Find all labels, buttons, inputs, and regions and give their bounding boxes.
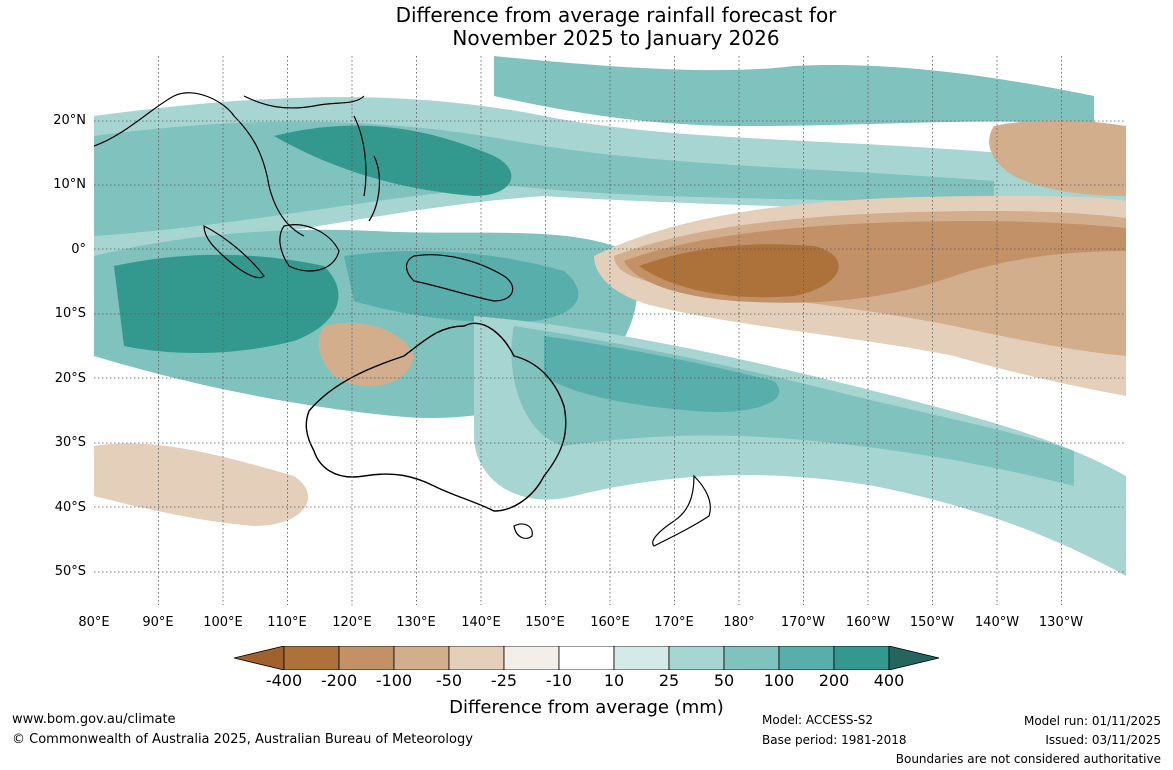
lon-label-130w: 130°W [1038, 615, 1084, 630]
lat-label-10s: 10°S [54, 306, 86, 321]
new-guinea-outline [405, 254, 514, 302]
lon-label-170w: 170°W [780, 615, 826, 630]
sumatra-outline [203, 225, 265, 279]
colorbar-swatch-1 [338, 646, 395, 670]
colorbar-swatch-2 [393, 646, 450, 670]
lon-label-150e: 150°E [525, 615, 565, 630]
colorbar-label--200: -200 [320, 671, 358, 690]
lon-label-140w: 140°W [974, 615, 1020, 630]
colorbar-high-arrow [888, 646, 940, 670]
lon-label-140e: 140°E [461, 615, 501, 630]
model-text: Model: ACCESS-S2 [762, 713, 874, 727]
copyright-text: © Commonwealth of Australia 2025, Austra… [12, 732, 473, 747]
colorbar-label--400: -400 [265, 671, 303, 690]
colorbar-swatch-3 [448, 646, 505, 670]
tasmania-outline [513, 523, 533, 539]
lat-label-10n: 10°N [53, 177, 86, 192]
disclaimer-text: Boundaries are not considered authoritat… [895, 752, 1161, 766]
new-zealand-outline [652, 474, 711, 547]
colorbar-label--50: -50 [435, 671, 463, 690]
colorbar-title: Difference from average (mm) [449, 697, 724, 718]
lon-label-120e: 120°E [332, 615, 372, 630]
map-canvas [94, 56, 1126, 605]
colorbar-swatch-7 [668, 646, 725, 670]
colorbar-swatch-6 [613, 646, 670, 670]
lon-label-160w: 160°W [845, 615, 891, 630]
colorbar-swatch-9 [778, 646, 835, 670]
colorbar-label--100: -100 [375, 671, 413, 690]
website-link[interactable]: www.bom.gov.au/climate [12, 712, 176, 727]
issued-text: Issued: 03/11/2025 [1045, 733, 1161, 747]
australia-outline [305, 322, 567, 512]
borneo-outline [279, 224, 340, 272]
lat-label-30s: 30°S [54, 435, 86, 450]
colorbar [234, 646, 940, 670]
lon-label-110e: 110°E [267, 615, 307, 630]
lon-label-130e: 130°E [396, 615, 436, 630]
lon-label-170e: 170°E [654, 615, 694, 630]
colorbar-label-50: 50 [713, 671, 735, 690]
colorbar-label-25: 25 [658, 671, 680, 690]
lat-label-50s: 50°S [54, 564, 86, 579]
wet-indian-ocean-dark [114, 254, 339, 353]
asia-outline [94, 92, 365, 237]
wet-band-north-dark [274, 125, 512, 196]
colorbar-label-200: 200 [818, 671, 850, 690]
colorbar-swatch-8 [723, 646, 780, 670]
colorbar-swatch-0 [283, 646, 340, 670]
colorbar-swatch-5 [558, 646, 615, 670]
lat-label-0: 0° [71, 242, 86, 257]
lon-label-90e: 90°E [142, 615, 174, 630]
philippines-outline [353, 115, 380, 222]
colorbar-label-100: 100 [763, 671, 795, 690]
title-line-2: November 2025 to January 2026 [452, 26, 780, 50]
lon-label-160e: 160°E [590, 615, 630, 630]
dry-southern-ocean [94, 443, 309, 526]
colorbar-swatch-4 [503, 646, 560, 670]
lon-label-180: 180° [723, 615, 755, 630]
graticule [94, 56, 1126, 605]
rainfall-anomaly-map [94, 56, 1126, 605]
wet-indonesia [344, 251, 579, 323]
chart-title: Difference from average rainfall forecas… [0, 4, 1173, 50]
colorbar-label-400: 400 [873, 671, 905, 690]
lat-label-40s: 40°S [54, 500, 86, 515]
model-run-text: Model run: 01/11/2025 [1023, 714, 1161, 728]
lon-label-150w: 150°W [909, 615, 955, 630]
dry-pacific-strong [639, 244, 839, 298]
lon-label-100e: 100°E [203, 615, 243, 630]
lat-label-20s: 20°S [54, 371, 86, 386]
dry-north-pacific [989, 120, 1126, 196]
colorbar-swatch-10 [833, 646, 890, 670]
lat-label-20n: 20°N [53, 113, 86, 128]
colorbar-label--25: -25 [490, 671, 518, 690]
lon-label-80e: 80°E [78, 615, 110, 630]
title-line-1: Difference from average rainfall forecas… [395, 3, 837, 27]
wet-pacific-north [494, 56, 1094, 126]
colorbar-label-10: 10 [603, 671, 625, 690]
base-period-text: Base period: 1981-2018 [762, 733, 907, 747]
colorbar-low-arrow [234, 646, 285, 670]
dry-nw-australia [318, 322, 414, 387]
wet-spcz-dark [544, 336, 780, 412]
colorbar-label--10: -10 [545, 671, 573, 690]
